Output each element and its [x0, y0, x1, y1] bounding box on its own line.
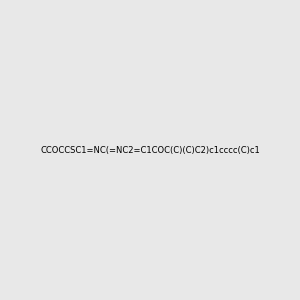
Text: CCOCCSC1=NC(=NC2=C1COC(C)(C)C2)c1cccc(C)c1: CCOCCSC1=NC(=NC2=C1COC(C)(C)C2)c1cccc(C)…: [40, 146, 260, 154]
